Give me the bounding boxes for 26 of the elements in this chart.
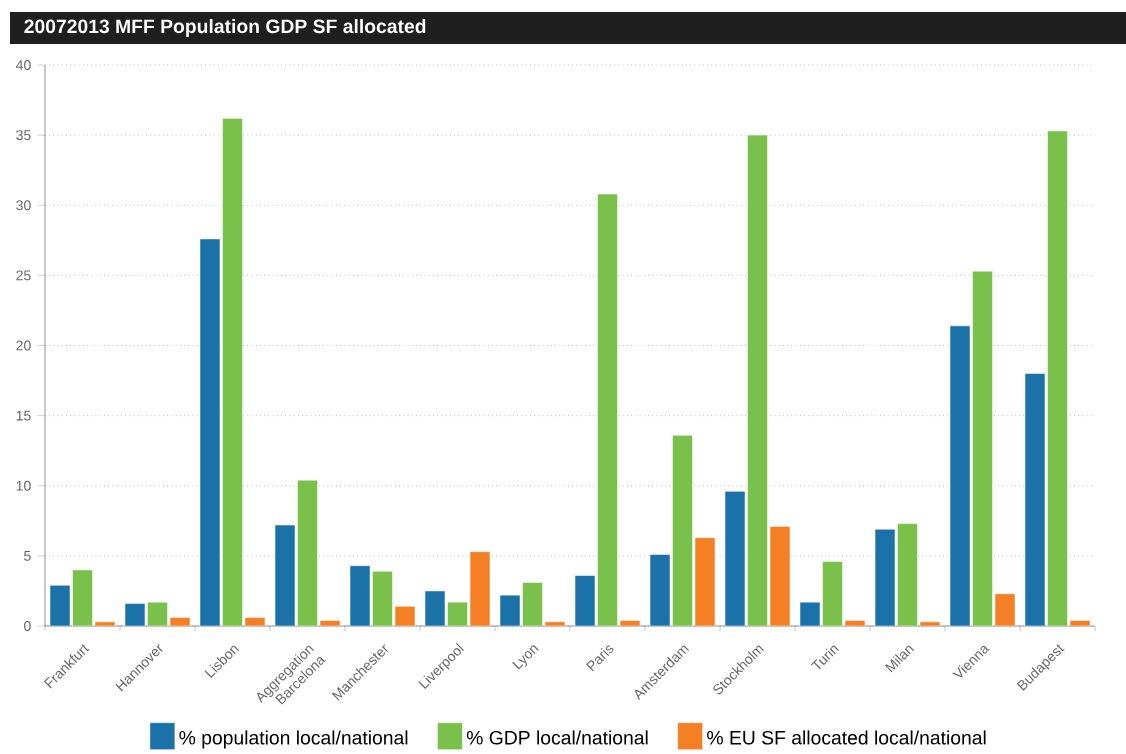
y-tick-label: 10 [16, 480, 31, 491]
bar [822, 561, 843, 626]
y-tick-label: 20 [16, 340, 31, 351]
bar [522, 582, 543, 626]
bar [222, 118, 243, 626]
y-tick-label: 40 [15, 60, 31, 70]
y-tick-label: 25 [16, 270, 31, 281]
y-tick-label: 0 [24, 621, 31, 631]
bar [1024, 373, 1046, 626]
bar [1047, 130, 1068, 626]
bar [372, 571, 393, 626]
chart-title: 20072013 MFF Population GDP SF allocated [24, 18, 426, 37]
bar [747, 134, 768, 626]
bar [597, 193, 618, 626]
bar [72, 569, 93, 626]
legend-label: % population local/national [179, 730, 408, 749]
bar [972, 270, 993, 626]
bar [897, 523, 918, 626]
y-tick-label: 30 [16, 200, 31, 211]
legend-label: % EU SF allocated local/national [707, 730, 986, 745]
y-tick-label: 15 [16, 410, 31, 421]
bar [672, 434, 693, 626]
y-tick-label: 35 [16, 130, 31, 141]
y-tick-label: 5 [24, 550, 31, 561]
legend-label: % GDP local/national [466, 730, 648, 745]
bar [297, 479, 318, 626]
